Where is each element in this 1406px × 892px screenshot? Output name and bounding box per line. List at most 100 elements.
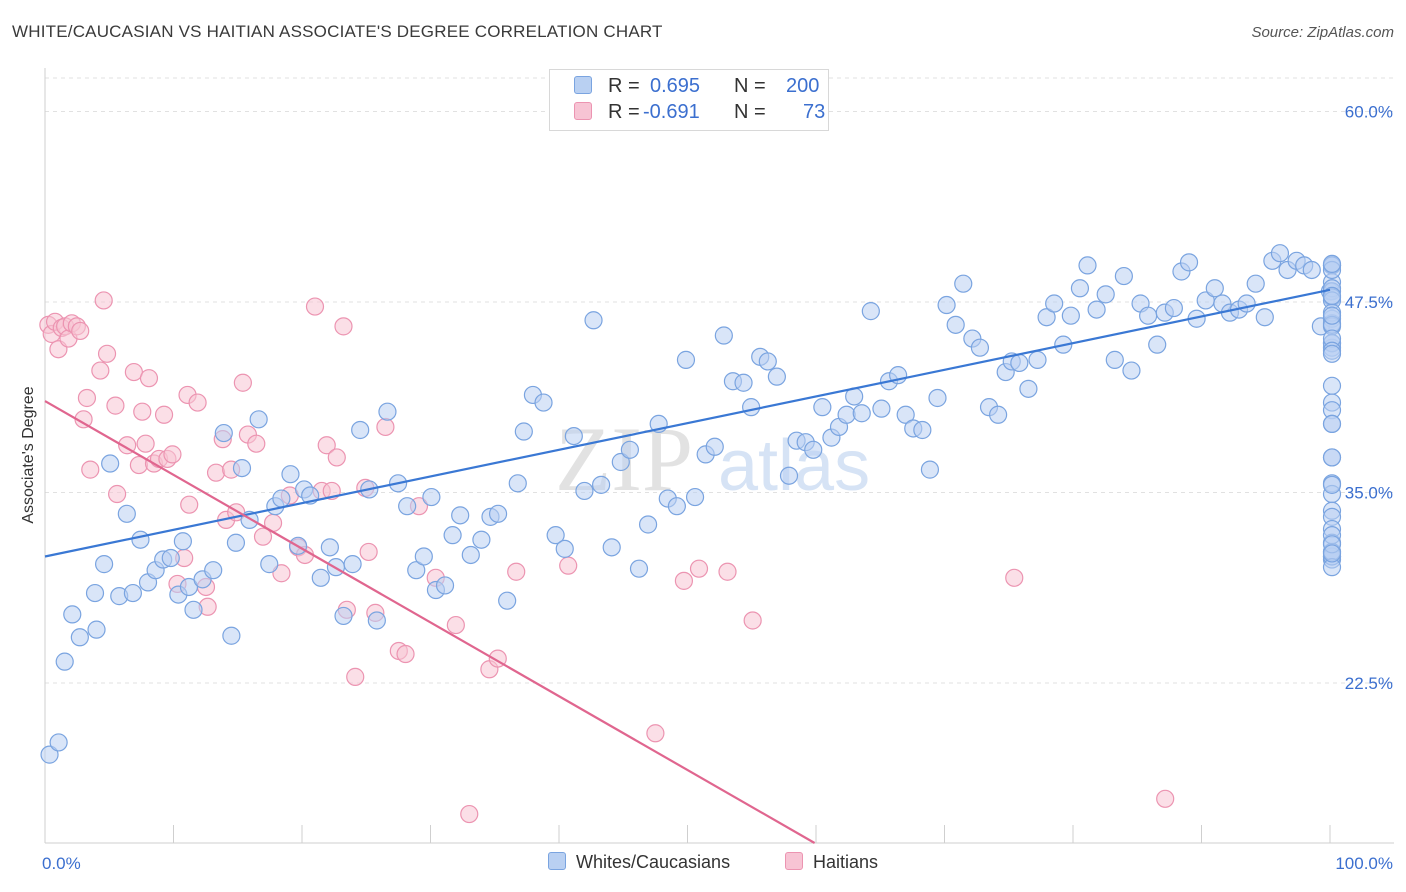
white-point: [117, 504, 136, 523]
white-point: [1114, 266, 1133, 286]
white-point: [602, 538, 621, 557]
white-point: [937, 295, 956, 315]
white-point: [1246, 274, 1265, 293]
white-point: [311, 568, 330, 587]
white-point: [872, 399, 891, 418]
white-point: [852, 404, 871, 423]
haitian-point: [272, 564, 291, 583]
white-point: [742, 398, 761, 417]
haitian-point: [139, 369, 159, 388]
y-tick-label: 60.0%: [1345, 102, 1393, 121]
white-point: [101, 454, 120, 473]
white-point: [131, 530, 150, 549]
white-point: [204, 561, 223, 580]
white-point: [1179, 253, 1199, 272]
white-point: [1322, 475, 1342, 494]
haitian-point: [81, 460, 100, 479]
white-point: [1164, 298, 1183, 318]
white-point: [55, 652, 74, 671]
white-point: [804, 440, 823, 459]
r-label: R =: [608, 101, 640, 123]
haitian-point: [124, 362, 143, 382]
legend-label: Haitians: [813, 852, 879, 872]
white-point: [1096, 285, 1115, 304]
white-point: [861, 302, 880, 321]
white-point: [1078, 256, 1097, 275]
haitian-point: [77, 388, 97, 408]
white-point: [1148, 335, 1167, 354]
white-point: [1105, 350, 1124, 369]
white-point: [584, 311, 603, 330]
white-point: [954, 274, 973, 293]
white-point: [1322, 254, 1342, 273]
haitian-point: [154, 405, 174, 424]
haitian-point: [327, 448, 346, 467]
white-point: [451, 506, 470, 525]
haitian-point: [460, 804, 479, 824]
haitian-point: [559, 556, 578, 575]
white-point: [281, 465, 300, 484]
white-point: [87, 620, 106, 639]
n-label: N =: [734, 75, 766, 97]
white-point: [508, 474, 527, 493]
white-point: [1255, 308, 1274, 327]
white-point: [913, 420, 932, 440]
haitian-point: [253, 527, 273, 546]
series-legend: Whites/Caucasians Haitians: [0, 852, 1406, 876]
white-point: [767, 367, 786, 386]
white-point: [1302, 260, 1321, 280]
white-point: [226, 533, 246, 552]
haitian-point: [188, 393, 207, 412]
r-value: -0.691: [643, 101, 700, 123]
white-point: [685, 487, 705, 507]
haitian-point: [136, 434, 155, 453]
white-point: [320, 538, 339, 557]
white-point: [398, 497, 417, 516]
haitian-point: [233, 373, 252, 392]
haitian-point: [163, 445, 182, 464]
haitian-point: [1005, 568, 1024, 587]
y-tick-label: 22.5%: [1345, 674, 1393, 693]
white-point: [407, 561, 426, 580]
white-point: [667, 497, 686, 516]
legend-row-whites: R = 0.695 N = 200: [574, 75, 819, 101]
white-point: [422, 487, 441, 507]
white-point: [123, 583, 142, 603]
white-point: [1237, 294, 1256, 313]
haitian-point: [1156, 789, 1175, 808]
white-point: [272, 489, 291, 508]
white-point: [714, 326, 733, 345]
white-point: [1322, 448, 1342, 467]
white-point: [837, 405, 856, 424]
white-point: [184, 600, 203, 619]
white-point: [1010, 353, 1029, 373]
white-point: [620, 440, 639, 459]
white-point: [1087, 300, 1106, 319]
haitians-points: [39, 291, 1175, 824]
chart-title: WHITE/CAUCASIAN VS HAITIAN ASSOCIATE'S D…: [12, 22, 663, 41]
white-point: [1028, 350, 1047, 369]
white-point: [443, 526, 462, 545]
white-point: [85, 583, 105, 603]
x-tick-label: 100.0%: [1335, 854, 1393, 873]
n-value: 200: [786, 75, 820, 97]
whites-swatch: [548, 852, 566, 870]
haitian-point: [206, 463, 226, 482]
white-point: [40, 745, 59, 764]
white-point: [49, 733, 68, 752]
white-point: [705, 437, 724, 456]
white-point: [472, 530, 491, 549]
white-point: [1322, 306, 1342, 325]
white-point: [592, 475, 611, 494]
whites-trend-line: [44, 288, 1331, 558]
white-point: [378, 402, 397, 421]
white-point: [367, 611, 386, 630]
haitian-point: [646, 724, 665, 743]
haitian-point: [446, 615, 465, 635]
white-point: [676, 350, 696, 369]
haitian-point: [507, 562, 526, 581]
white-point: [534, 393, 553, 412]
white-point: [461, 545, 480, 565]
x-tick-label: 0.0%: [42, 854, 81, 873]
n-value: 73: [803, 101, 826, 123]
